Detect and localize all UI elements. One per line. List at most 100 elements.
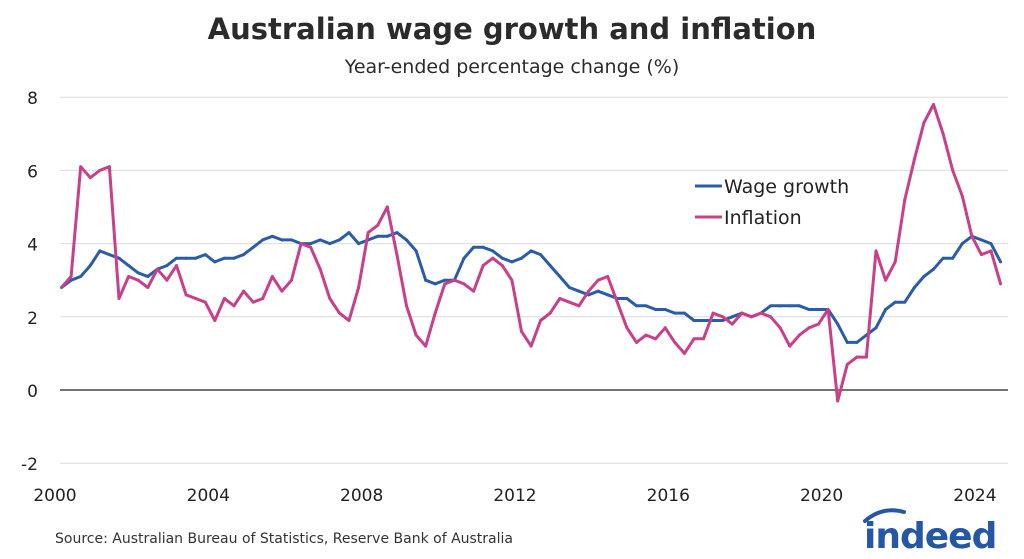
data-point	[663, 326, 667, 330]
data-point	[539, 253, 543, 257]
data-point	[98, 249, 102, 253]
data-point	[606, 293, 610, 297]
svg-text:indeed: indeed	[864, 516, 996, 552]
data-point	[443, 278, 447, 282]
data-point	[146, 286, 150, 290]
data-point	[721, 315, 725, 319]
data-point	[558, 297, 562, 300]
data-point	[951, 168, 955, 172]
data-point	[874, 326, 878, 330]
x-tick-label: 2008	[340, 486, 383, 506]
data-point	[577, 289, 581, 293]
data-point	[376, 234, 380, 238]
data-point	[654, 337, 658, 341]
data-point	[107, 253, 111, 257]
data-point	[912, 286, 916, 290]
data-point	[893, 300, 897, 304]
data-point	[424, 278, 428, 282]
y-tick-label: 4	[27, 236, 38, 256]
data-point	[970, 234, 974, 238]
data-point	[232, 256, 236, 260]
data-point	[692, 337, 696, 341]
data-point	[625, 297, 629, 300]
data-point	[903, 300, 907, 304]
data-point	[175, 256, 179, 260]
data-point	[960, 194, 964, 198]
data-point	[922, 275, 926, 279]
data-point	[999, 282, 1003, 286]
data-point	[136, 278, 140, 282]
data-point	[194, 256, 198, 260]
data-point	[615, 300, 619, 304]
x-tick-label: 2000	[33, 486, 76, 506]
data-point	[232, 304, 236, 308]
data-point	[567, 286, 571, 290]
data-point	[242, 289, 246, 293]
data-point	[682, 311, 686, 315]
data-point	[979, 238, 983, 242]
data-point	[941, 256, 945, 260]
data-point	[443, 282, 447, 286]
y-tick-label: 6	[27, 162, 38, 182]
data-point	[261, 297, 265, 300]
data-point	[289, 238, 293, 242]
data-point	[941, 132, 945, 136]
data-point	[481, 264, 485, 268]
data-point	[797, 304, 801, 308]
data-point	[826, 307, 830, 311]
data-point	[280, 238, 284, 242]
data-point	[222, 297, 226, 300]
data-point	[481, 245, 485, 249]
data-point	[778, 304, 782, 308]
data-point	[817, 307, 821, 311]
data-point	[788, 304, 792, 308]
data-point	[884, 278, 888, 282]
data-point	[337, 238, 341, 242]
data-point	[318, 238, 322, 242]
data-point	[817, 322, 821, 326]
data-point	[472, 289, 476, 293]
data-point	[711, 311, 715, 315]
data-point	[270, 234, 274, 238]
data-point	[999, 260, 1003, 264]
data-point	[692, 318, 696, 322]
y-axis-ticks: 8 6 4 2 0 -2	[21, 89, 38, 475]
x-tick-label: 2020	[800, 486, 843, 506]
data-point	[778, 326, 782, 330]
data-point	[462, 256, 466, 260]
data-point	[730, 315, 734, 319]
data-point	[280, 289, 284, 293]
data-point	[788, 344, 792, 348]
data-point	[337, 311, 341, 315]
data-point	[548, 311, 552, 315]
data-point	[519, 256, 523, 260]
data-point	[433, 311, 437, 315]
data-point	[117, 256, 121, 260]
data-point	[88, 176, 92, 180]
data-point	[702, 318, 706, 322]
data-point	[951, 256, 955, 260]
legend: Wage growth Inflation	[695, 176, 849, 229]
data-point	[912, 157, 916, 161]
data-point	[347, 231, 351, 235]
data-point	[385, 234, 389, 238]
data-point	[79, 165, 83, 169]
data-point	[558, 275, 562, 279]
data-point	[222, 256, 226, 260]
data-point	[213, 318, 217, 322]
data-point	[711, 318, 715, 322]
data-point	[864, 355, 868, 359]
gridlines	[60, 96, 1008, 464]
x-tick-label: 2004	[187, 486, 230, 506]
legend-label: Wage growth	[724, 176, 849, 198]
data-point	[721, 318, 725, 322]
data-point	[376, 223, 380, 227]
data-point	[979, 253, 983, 257]
y-tick-label: 0	[27, 382, 38, 402]
data-point	[989, 242, 993, 246]
data-point	[117, 297, 121, 300]
data-point	[242, 253, 246, 257]
data-point	[922, 121, 926, 125]
data-point	[165, 264, 169, 268]
y-tick-label: 2	[27, 309, 38, 329]
